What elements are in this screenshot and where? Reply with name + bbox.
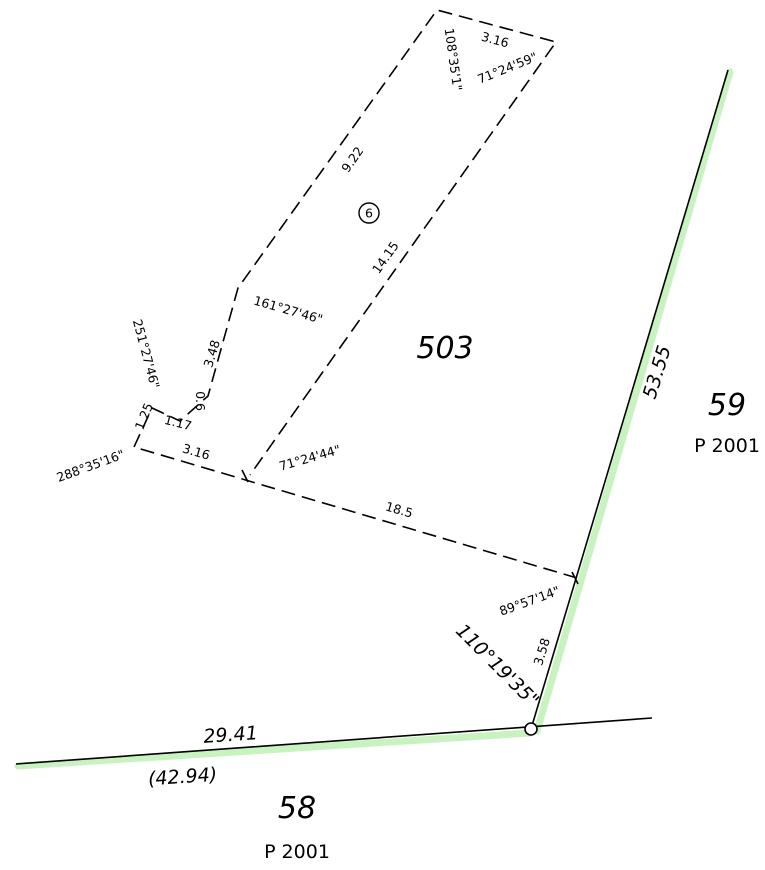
corner-point[interactable] [524, 722, 538, 736]
parcel-bottom-number: 58 [278, 791, 316, 826]
dim-step-a: 0.6 [193, 391, 208, 411]
dim-bottom-boundary: 29.41 [203, 722, 259, 748]
parcel-main-number: 503 [416, 331, 473, 366]
tick-mark [571, 571, 579, 585]
dim-step-b: 1.17 [163, 412, 194, 433]
right-boundary-line [530, 69, 729, 730]
dim-cross-line: 18.5 [384, 499, 415, 521]
parcel-bottom-plan: P 2001 [264, 841, 330, 863]
angle-bottom-mid: 71°24'44" [277, 442, 342, 474]
angle-top-right: 71°24'59" [475, 49, 539, 87]
angle-top-left: 108°35'1" [442, 27, 466, 92]
angle-main-corner: 110°19'35" [451, 620, 543, 712]
easement-marker-label: 6 [365, 206, 373, 221]
dim-step-c: 1.25 [132, 401, 156, 432]
bottom-boundary-line [15, 717, 653, 765]
parcel-right-plan: P 2001 [694, 435, 760, 457]
bottom-boundary-highlight [14, 729, 534, 770]
dim-left-long: 9.22 [338, 144, 366, 175]
angle-right-corner: 89°57'14" [497, 583, 561, 619]
tick-mark [241, 469, 249, 483]
dim-bottom-short: 3.16 [181, 441, 212, 463]
dim-top-width: 3.16 [480, 29, 511, 51]
dim-bottom-total: (42.94) [147, 764, 218, 791]
easement-outline [132, 9, 578, 579]
right-boundary-highlight [533, 68, 734, 735]
parcel-right-number: 59 [708, 388, 746, 423]
angle-mid-left: 161°27'46" [252, 293, 324, 327]
dim-right-long: 14.15 [369, 238, 402, 276]
angle-bottom-left: 288°35'16" [54, 447, 126, 485]
angle-step-left: 251°27'46" [130, 318, 163, 391]
easement-marker-circle[interactable] [358, 202, 380, 224]
dim-corner-short: 3.58 [530, 636, 552, 667]
